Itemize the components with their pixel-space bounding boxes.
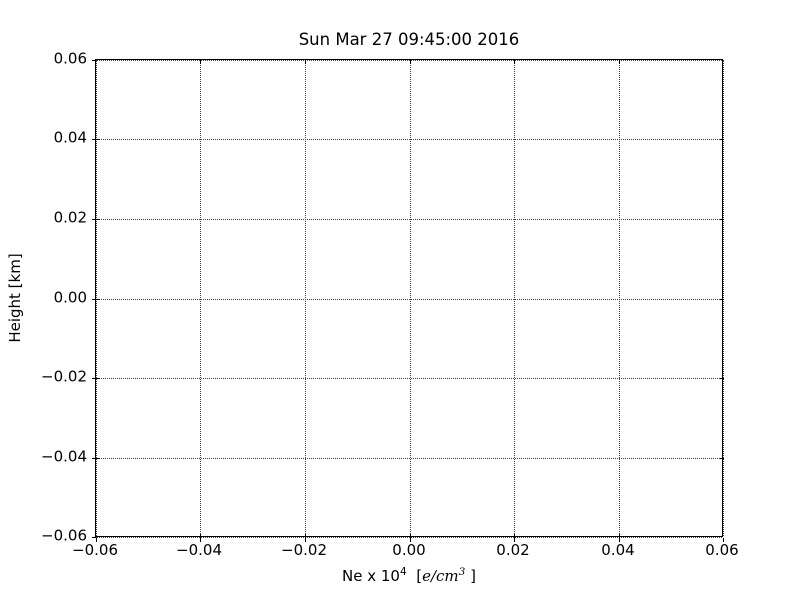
y-tick-label: 0.00 xyxy=(53,288,87,307)
x-tick-mark-top xyxy=(514,60,515,64)
x-tick-label: 0.02 xyxy=(496,541,530,559)
y-tick-mark-inner xyxy=(96,458,100,459)
y-tick-mark-right xyxy=(720,458,724,459)
y-tick-mark-right xyxy=(720,139,724,140)
xlabel-math-exponent: 3 xyxy=(458,566,466,578)
x-tick-label: −0.02 xyxy=(281,541,327,559)
x-tick-label: 0.06 xyxy=(705,541,739,559)
xlabel-bracket-close: ] xyxy=(470,567,476,585)
y-tick-mark xyxy=(92,458,96,459)
gridline-vertical xyxy=(723,60,724,536)
x-tick-label: −0.06 xyxy=(72,541,118,559)
x-tick-mark-top xyxy=(305,60,306,64)
x-tick-mark xyxy=(200,538,201,542)
y-tick-mark-inner xyxy=(96,139,100,140)
x-tick-mark-inner xyxy=(200,534,201,538)
x-tick-label: −0.04 xyxy=(176,541,222,559)
x-axis-label: Ne x 104 [e/cm3 ] xyxy=(95,566,723,586)
y-tick-mark xyxy=(92,378,96,379)
x-tick-mark-top xyxy=(619,60,620,64)
gridline-horizontal xyxy=(96,458,722,459)
y-tick-label: 0.06 xyxy=(53,49,87,68)
gridline-vertical xyxy=(619,60,620,536)
gridline-vertical xyxy=(96,60,97,536)
gridline-vertical xyxy=(200,60,201,536)
gridline-vertical xyxy=(305,60,306,536)
y-tick-label: −0.02 xyxy=(41,367,87,386)
x-tick-mark xyxy=(410,538,411,542)
y-tick-mark-right xyxy=(720,219,724,220)
x-tick-mark-inner xyxy=(514,534,515,538)
x-tick-mark xyxy=(96,538,97,542)
gridline-vertical xyxy=(514,60,515,536)
x-tick-mark-inner xyxy=(305,534,306,538)
x-tick-mark-top xyxy=(410,60,411,64)
plot-area[interactable] xyxy=(92,59,724,542)
gridline-vertical xyxy=(410,60,411,536)
y-tick-mark xyxy=(92,60,96,61)
y-tick-label: −0.04 xyxy=(41,447,87,466)
x-tick-mark-inner xyxy=(410,534,411,538)
y-axis-label: Height [km] xyxy=(6,253,24,343)
x-tick-mark xyxy=(723,538,724,542)
x-tick-mark xyxy=(619,538,620,542)
y-tick-mark xyxy=(92,299,96,300)
x-axis-tick-labels: −0.06 −0.04 −0.02 0.00 0.02 0.04 0.06 xyxy=(72,0,739,600)
gridline-horizontal xyxy=(96,219,722,220)
x-tick-mark-inner xyxy=(619,534,620,538)
y-tick-mark-inner xyxy=(96,219,100,220)
xlabel-math: e/cm xyxy=(422,567,459,585)
y-tick-label: 0.04 xyxy=(53,128,87,147)
y-tick-label: −0.06 xyxy=(41,526,87,545)
x-tick-mark xyxy=(514,538,515,542)
y-tick-mark xyxy=(92,139,96,140)
gridline-horizontal xyxy=(96,537,722,538)
y-tick-mark xyxy=(92,219,96,220)
x-tick-label: 0.04 xyxy=(601,541,635,559)
y-axis-tick-labels: 0.06 0.04 0.02 0.00 −0.02 −0.04 −0.06 xyxy=(0,50,95,544)
gridline-horizontal xyxy=(96,60,722,61)
x-tick-mark-top xyxy=(200,60,201,64)
gridline-horizontal xyxy=(96,139,722,140)
gridline-horizontal xyxy=(96,299,722,300)
page-title: Sun Mar 27 09:45:00 2016 xyxy=(298,30,520,49)
x-tick-label: 0.00 xyxy=(392,541,426,559)
y-tick-mark-inner xyxy=(96,299,100,300)
xlabel-prefix: Ne x 10 xyxy=(342,567,400,585)
y-tick-mark xyxy=(92,537,96,538)
y-tick-label: 0.02 xyxy=(53,208,87,227)
x-tick-mark xyxy=(305,538,306,542)
xlabel-bracket-open: [ xyxy=(416,567,423,585)
y-tick-mark-inner xyxy=(96,378,100,379)
xlabel-exponent: 4 xyxy=(399,566,407,578)
gridline-horizontal xyxy=(96,378,722,379)
y-tick-mark-right xyxy=(720,299,724,300)
y-tick-mark-right xyxy=(720,378,724,379)
y-axis-label-wrapper: Height [km] xyxy=(0,59,30,537)
